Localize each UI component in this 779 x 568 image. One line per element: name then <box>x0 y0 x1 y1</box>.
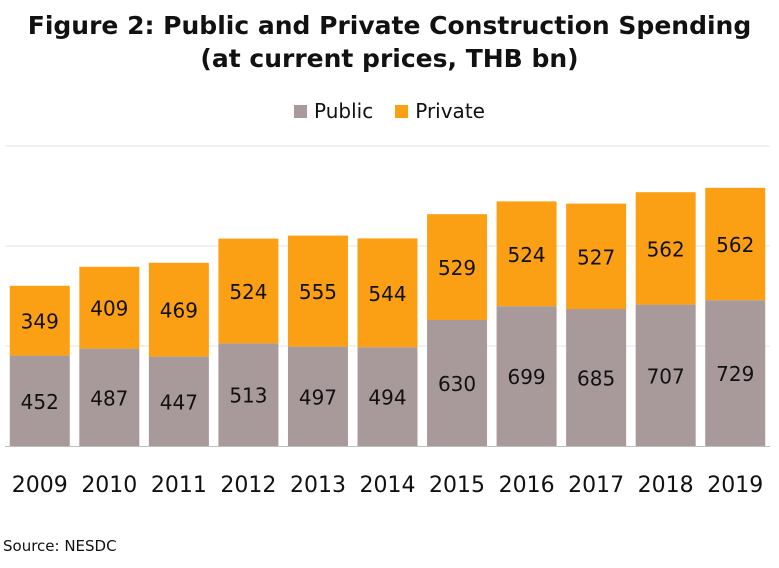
bar-public <box>357 347 418 446</box>
bar-private <box>79 266 140 349</box>
legend-item-private: Private <box>395 99 485 123</box>
bar-public <box>148 356 209 446</box>
data-label-private: 524 <box>229 280 267 304</box>
legend-item-public: Public <box>294 99 373 123</box>
legend-swatch-private <box>395 104 409 118</box>
data-label-public: 447 <box>160 390 198 414</box>
data-label-private: 529 <box>438 256 476 280</box>
bar-public <box>566 309 627 446</box>
bar-private <box>705 187 766 301</box>
bar-public <box>218 343 279 446</box>
bar-public <box>427 320 488 446</box>
data-label-private: 469 <box>160 299 198 323</box>
bar-private <box>9 285 70 356</box>
bar-private <box>287 235 348 347</box>
x-tick-label: 2014 <box>360 473 416 498</box>
bar-private <box>357 238 418 348</box>
data-label-public: 452 <box>21 390 59 414</box>
bar-private <box>566 203 627 309</box>
legend-label-private: Private <box>415 99 485 123</box>
data-label-private: 555 <box>299 280 337 304</box>
bar-public <box>635 304 696 446</box>
x-tick-label: 2009 <box>12 473 68 498</box>
data-label-public: 685 <box>577 367 615 391</box>
x-tick-label: 2011 <box>151 473 207 498</box>
x-tick-label: 2010 <box>81 473 137 498</box>
chart-subtitle: (at current prices, THB bn) <box>200 44 579 73</box>
data-label-public: 487 <box>90 386 128 410</box>
x-tick-label: 2015 <box>429 473 485 498</box>
legend-swatch-public <box>294 104 308 118</box>
bar-private <box>427 214 488 320</box>
x-tick-label: 2013 <box>290 473 346 498</box>
legend-label-public: Public <box>314 99 374 123</box>
bar-public <box>9 355 70 446</box>
x-tick-label: 2019 <box>707 473 763 498</box>
data-label-private: 562 <box>647 237 685 261</box>
data-label-private: 409 <box>90 297 128 321</box>
data-label-public: 513 <box>229 384 267 408</box>
data-label-public: 497 <box>299 385 337 409</box>
data-label-public: 729 <box>716 362 754 386</box>
data-label-private: 527 <box>577 245 615 269</box>
data-label-private: 562 <box>716 233 754 257</box>
bar-private <box>218 238 279 344</box>
x-tick-label: 2012 <box>220 473 276 498</box>
data-label-private: 524 <box>507 243 545 267</box>
stacked-bar-chart: 452 349 2009 487 409 2010 447 469 2011 513 524 2012… <box>5 145 770 498</box>
data-label-public: 707 <box>647 364 685 388</box>
data-label-public: 699 <box>507 365 545 389</box>
data-label-public: 630 <box>438 372 476 396</box>
bar-public <box>287 346 348 446</box>
x-tick-label: 2017 <box>568 473 624 498</box>
source-note: Source: NESDC <box>3 537 117 555</box>
bar-private <box>635 192 696 305</box>
chart-legend: Public Private <box>0 99 779 123</box>
chart-title: Figure 2: Public and Private Constructio… <box>27 11 752 40</box>
data-label-public: 494 <box>368 386 406 410</box>
bar-private <box>496 201 557 307</box>
data-label-private: 544 <box>368 282 406 306</box>
bar-public <box>496 306 557 446</box>
data-label-private: 349 <box>21 310 59 334</box>
bar-public <box>705 300 766 446</box>
x-tick-label: 2018 <box>638 473 694 498</box>
bar-public <box>79 348 140 446</box>
x-tick-label: 2016 <box>499 473 555 498</box>
bar-private <box>148 262 209 357</box>
